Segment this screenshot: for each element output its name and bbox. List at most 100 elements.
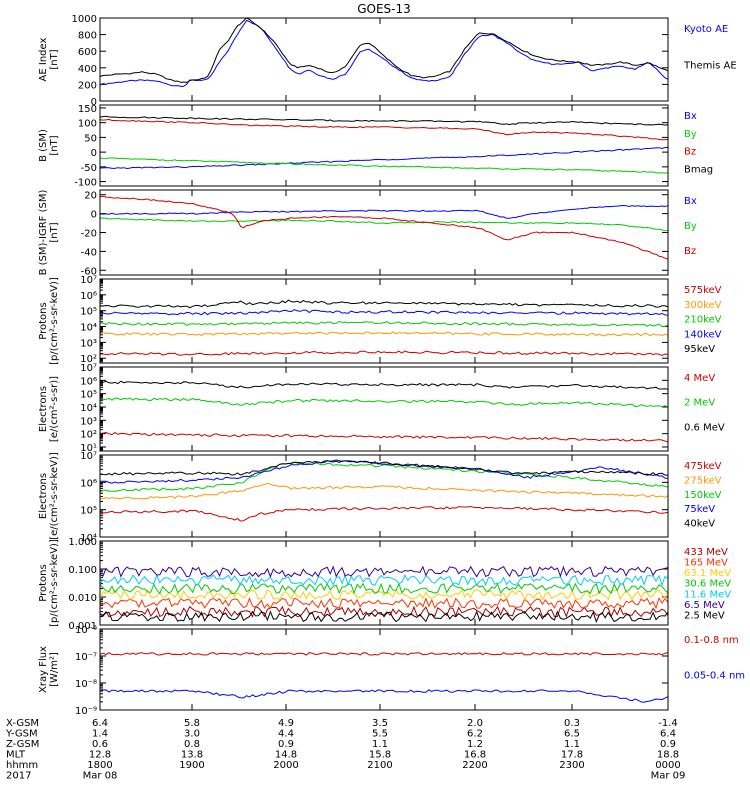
series-line-165-mev [99,596,669,610]
y-tick-label: -20 [81,229,97,240]
x-axis-ephemeris-table: X-GSM 6.4 5.8 4.9 3.5 2.0 0.3 -1.4 Y-GSM 1.4 3.0 4.… [5,718,685,782]
y-axis-label: B (SM) [38,129,49,162]
series-line-by [99,217,669,232]
y-axis-label: Electrons [38,386,49,432]
series-line-themis-ae [99,17,669,83]
y-tick-label: 10⁴ [80,533,97,544]
legend-entry: 30.6 MeV [684,579,731,590]
y-tick-label: 0 [91,148,97,159]
x-tick-label: 3.0 [184,729,200,740]
panel-bsm-igrf: -60 -40 -20 0 20 B (SM)-IGRF (SM) [nT] Bx By Bz [38,189,697,277]
legend-entry: 150keV [684,490,722,501]
legend-entry: 2.5 MeV [684,610,725,621]
series-line-63-1-mev [99,588,669,602]
panel-frame [99,189,669,276]
y-axis-label: Xray Flux [38,646,49,693]
y-tick-label: -100 [74,178,97,189]
y-tick-label: 10² [80,430,97,441]
x-tick-label: Mar 09 [651,771,686,782]
y-tick-label: 600 [78,47,97,58]
y-tick-label: 10⁴ [80,403,97,414]
y-tick-label: 10⁴ [80,323,97,334]
x-tick-label: 14.8 [275,750,297,761]
series-line-0-1-0-8-nm [99,652,669,656]
x-tick-label: 3.5 [372,718,388,729]
series-line-300kev [99,331,669,337]
legend-entry: 63.1 MeV [684,568,731,579]
y-tick-label: 50 [84,133,97,144]
legend-entry: 0.6 MeV [684,422,725,433]
y-tick-label: 1.000 [68,537,97,548]
legend-entry: 0.05-0.4 nm [684,671,745,682]
series-line-kyoto-ae [99,19,669,87]
y-tick-label: 10¹ [80,443,97,454]
x-axis-row-label: 2017 [6,771,31,782]
chart-title: GOES-13 [357,2,411,16]
y-tick-label: 10⁶ [80,478,97,489]
x-tick-label: 13.8 [181,750,203,761]
y-tick-label: 100 [78,119,97,130]
panel-ae: 0 200 400 600 800 1000 AE Index [nT] Kyoto AE The… [38,14,737,108]
legend-entry: 40keV [684,519,715,530]
y-axis-label: [e/(cm²-s-sr)] [49,376,60,442]
y-tick-label: 10⁻⁶ [75,625,97,636]
series-line-30-6-mev [99,582,669,595]
x-tick-label: 0.3 [564,718,580,729]
x-tick-label: 2100 [367,760,392,771]
x-tick-label: 2000 [273,760,298,771]
x-tick-label: -1.4 [658,718,678,729]
legend-entry: Bx [684,111,697,122]
y-axis-label: [W/m²] [49,652,60,687]
x-tick-label: 1900 [179,760,204,771]
series-line-433-mev [99,605,669,618]
x-tick-label: 1.4 [92,729,108,740]
panel-electrons-kev: 10⁴ 10⁵ 10⁶ 10⁷ Electrons [e/(cm²-s-sr-keV)] 4… [38,451,722,544]
series-line-bx [99,146,669,170]
y-tick-label: 10² [80,354,97,365]
series-line-140kev [100,309,669,316]
x-tick-label: 15.8 [369,750,391,761]
series-line-bz [99,195,669,260]
panel-electrons-mev: 10¹ 10² 10³ 10⁴ 10⁵ 10⁶ 10⁷ Electrons [e/(cm²-s-… [38,363,725,454]
y-axis-label: [e/(cm²-s-sr-keV)] [49,452,60,540]
x-tick-label: 1800 [87,760,112,771]
x-tick-label: 2300 [559,760,584,771]
y-axis-label: B (SM)-IGRF (SM) [38,190,49,276]
y-axis-label: Protons [38,302,49,339]
x-axis-row-label: hhmm [6,760,38,771]
y-axis-label: [nT] [49,49,60,69]
panel-xray: 10⁻⁹ 10⁻⁸ 10⁻⁷ 10⁻⁶ Xray Flux [W/m²] 0.1-0.8 n… [38,625,745,717]
panel-frame [99,366,669,452]
y-tick-label: 10⁵ [80,307,97,318]
legend-entry: 95keV [684,344,715,355]
y-tick-label: -60 [81,266,97,277]
y-tick-label: 0.010 [68,593,97,604]
x-axis-row-label: X-GSM [6,718,39,729]
legend-entry: By [684,221,697,232]
x-tick-label: 17.8 [561,750,583,761]
series-line-475kev [99,505,669,522]
x-tick-label: 6.4 [92,718,108,729]
x-tick-label: 4.4 [278,729,294,740]
series-line-150kev [99,461,669,493]
legend-entry: Bmag [684,164,713,175]
series-line-0-05-0-4-nm [99,689,669,703]
y-tick-label: 10⁻⁷ [75,652,97,663]
y-axis-label: [p/(cm²-s-sr-keV)] [49,277,60,365]
legend-entry: 6.5 MeV [684,600,725,611]
y-axis-label: AE Index [38,37,49,81]
series-line-210kev [100,320,669,327]
panel-protons-high: 0.001 0.010 0.100 1.000 Protons [p/(cm²-s-sr-… [38,537,731,632]
x-tick-label: 6.2 [467,729,483,740]
panel-frame [99,278,669,364]
y-tick-label: 10³ [80,416,97,427]
series-line-95kev [99,299,669,309]
y-tick-label: 10⁻⁸ [75,679,97,690]
panel-frame [99,540,669,626]
legend-entry: 2 MeV [684,398,715,409]
y-axis-label: Protons [38,564,49,601]
y-tick-label: 0 [91,97,97,108]
x-tick-label: Mar 08 [83,771,118,782]
y-tick-label: 10⁷ [80,451,97,462]
